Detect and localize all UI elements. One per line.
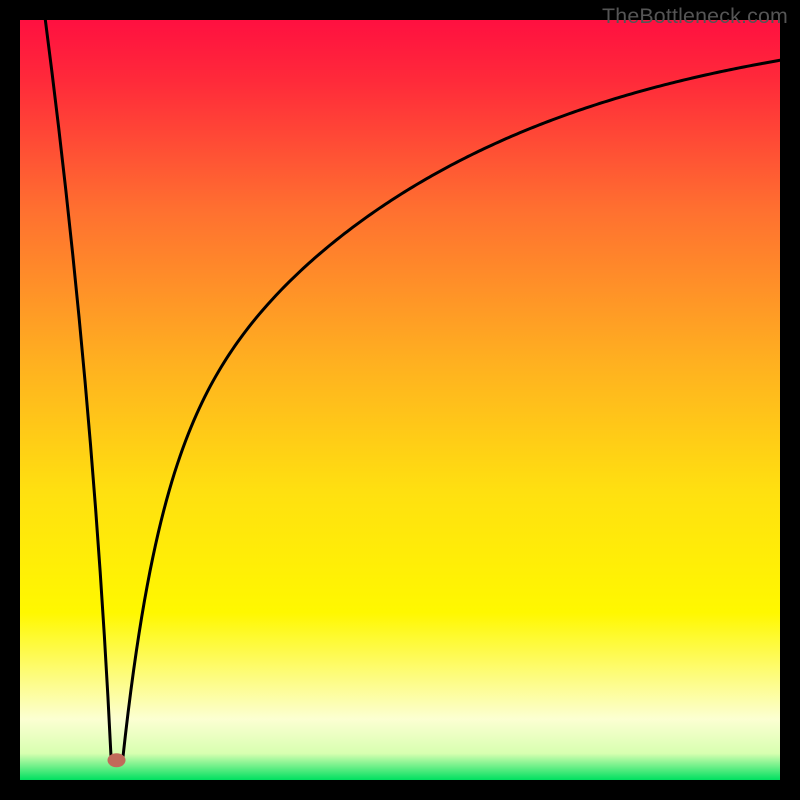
chart-canvas: TheBottleneck.com [0, 0, 800, 800]
chart-svg [0, 0, 800, 800]
vertex-marker [108, 753, 126, 767]
watermark-text: TheBottleneck.com [602, 4, 788, 29]
